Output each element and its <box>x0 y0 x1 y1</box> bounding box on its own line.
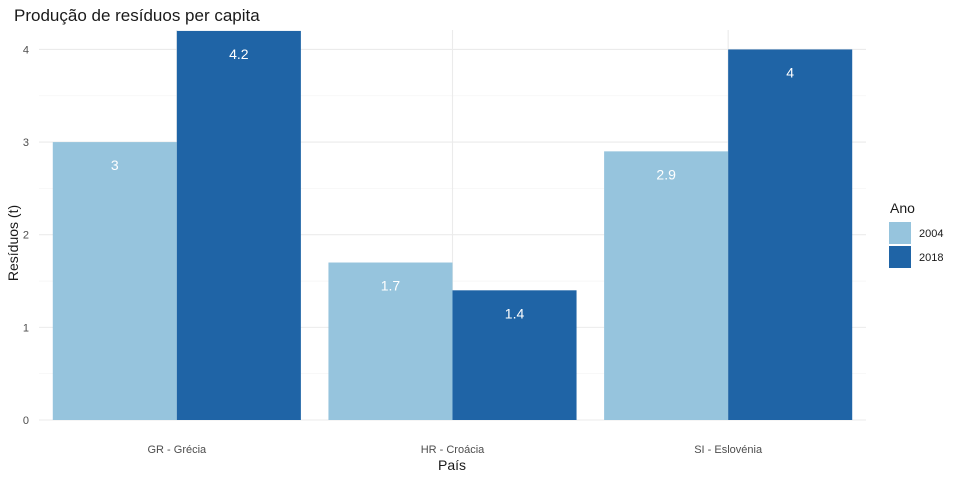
x-tick-label: HR - Croácia <box>421 444 485 456</box>
chart-title: Produção de resíduos per capita <box>14 6 260 25</box>
legend-swatch-2004 <box>889 222 911 244</box>
data-label: 3 <box>111 157 119 173</box>
y-tick-label: 0 <box>23 415 29 427</box>
bar-2018-0 <box>176 30 301 421</box>
legend-label: 2018 <box>919 252 943 264</box>
legend-swatch-2018 <box>889 246 911 268</box>
bar-2004-1 <box>328 262 453 420</box>
legend-title: Ano <box>890 200 915 216</box>
bar-2018-1 <box>452 290 577 420</box>
x-axis-title: País <box>438 457 466 473</box>
data-label: 1.4 <box>505 305 525 321</box>
axes: 0 1 2 3 4 GR - Grécia HR - Croácia SI - Eslovén… <box>23 44 763 456</box>
data-labels: 3 4.2 1.7 1.4 2.9 4 <box>111 46 794 321</box>
data-label: 4.2 <box>229 46 249 62</box>
legend: Ano 2004 2018 <box>889 200 943 268</box>
legend-label: 2004 <box>919 228 943 240</box>
x-tick-label: GR - Grécia <box>147 444 207 456</box>
y-tick-label: 2 <box>23 230 29 242</box>
bars <box>52 30 853 421</box>
bar-2018-2 <box>728 49 853 421</box>
x-tick-label: SI - Eslovénia <box>694 444 763 456</box>
bar-2004-2 <box>604 151 729 420</box>
y-tick-label: 4 <box>23 44 29 56</box>
data-label: 2.9 <box>656 166 676 182</box>
y-tick-label: 3 <box>23 137 29 149</box>
y-tick-label: 1 <box>23 322 29 334</box>
bar-2004-0 <box>52 142 177 420</box>
data-label: 1.7 <box>381 278 401 294</box>
data-label: 4 <box>786 64 794 80</box>
y-axis-title: Resíduos (t) <box>5 205 21 281</box>
